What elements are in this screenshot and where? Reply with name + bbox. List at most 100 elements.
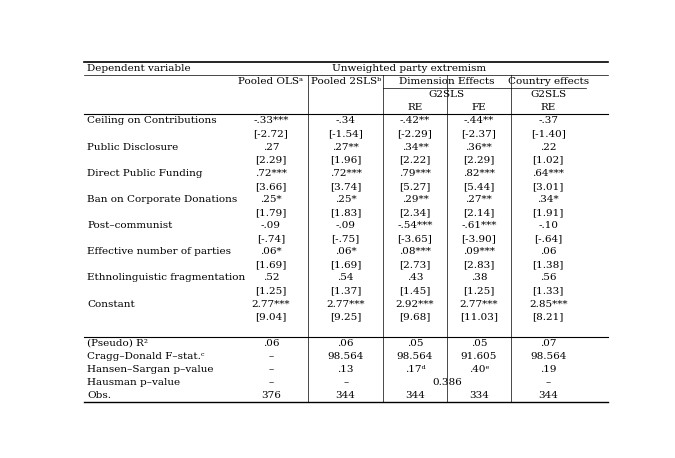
Text: [1.83]: [1.83] — [330, 208, 361, 217]
Text: .36**: .36** — [466, 142, 492, 152]
Text: G2SLS: G2SLS — [530, 90, 566, 99]
Text: .40ᵉ: .40ᵉ — [468, 365, 489, 374]
Text: 98.564: 98.564 — [530, 352, 566, 361]
Text: .72***: .72*** — [330, 169, 362, 178]
Text: .06: .06 — [263, 339, 279, 348]
Text: [5.44]: [5.44] — [463, 182, 495, 191]
Text: Cragg–Donald F–stat.ᶜ: Cragg–Donald F–stat.ᶜ — [87, 352, 205, 361]
Text: -.09: -.09 — [335, 221, 356, 230]
Text: .43: .43 — [407, 273, 423, 283]
Text: -.61***: -.61*** — [461, 221, 497, 230]
Text: 2.85***: 2.85*** — [529, 300, 568, 309]
Text: 98.564: 98.564 — [397, 352, 433, 361]
Text: [9.68]: [9.68] — [400, 313, 431, 322]
Text: 376: 376 — [261, 391, 281, 400]
Text: .08***: .08*** — [399, 247, 431, 256]
Text: [1.69]: [1.69] — [330, 261, 361, 269]
Text: 334: 334 — [469, 391, 489, 400]
Text: RE: RE — [541, 104, 556, 112]
Text: -.37: -.37 — [538, 116, 558, 125]
Text: .52: .52 — [263, 273, 279, 283]
Text: Dependent variable: Dependent variable — [87, 64, 190, 73]
Text: [2.29]: [2.29] — [463, 156, 495, 165]
Text: .56: .56 — [540, 273, 556, 283]
Text: .82***: .82*** — [463, 169, 495, 178]
Text: .17ᵈ: .17ᵈ — [404, 365, 425, 374]
Text: [1.37]: [1.37] — [330, 287, 361, 295]
Text: .27: .27 — [263, 142, 279, 152]
Text: [8.21]: [8.21] — [533, 313, 564, 322]
Text: 91.605: 91.605 — [460, 352, 497, 361]
Text: Dimension Effects: Dimension Effects — [399, 77, 495, 86]
Text: [-3.90]: [-3.90] — [462, 234, 496, 243]
Text: G2SLS: G2SLS — [429, 90, 465, 99]
Text: .34*: .34* — [537, 195, 559, 204]
Text: [2.73]: [2.73] — [400, 261, 431, 269]
Text: Obs.: Obs. — [87, 391, 111, 400]
Text: [1.33]: [1.33] — [533, 287, 564, 295]
Text: –: – — [545, 378, 551, 387]
Text: .05: .05 — [407, 339, 423, 348]
Text: [1.79]: [1.79] — [255, 208, 287, 217]
Text: Hansen–Sargan p–value: Hansen–Sargan p–value — [87, 365, 213, 374]
Text: Public Disclosure: Public Disclosure — [87, 142, 178, 152]
Text: –: – — [268, 352, 273, 361]
Text: Effective number of parties: Effective number of parties — [87, 247, 231, 256]
Text: (Pseudo) R²: (Pseudo) R² — [87, 339, 148, 348]
Text: Post–communist: Post–communist — [87, 221, 172, 230]
Text: 344: 344 — [405, 391, 425, 400]
Text: .07: .07 — [540, 339, 556, 348]
Text: [3.66]: [3.66] — [255, 182, 287, 191]
Text: [-.64]: [-.64] — [534, 234, 562, 243]
Text: [-.75]: [-.75] — [331, 234, 360, 243]
Text: 0.386: 0.386 — [432, 378, 462, 387]
Text: [-1.40]: [-1.40] — [531, 130, 566, 138]
Text: .27**: .27** — [332, 142, 359, 152]
Text: [5.27]: [5.27] — [400, 182, 431, 191]
Text: Unweighted party extremism: Unweighted party extremism — [332, 64, 487, 73]
Text: .09***: .09*** — [463, 247, 495, 256]
Text: Direct Public Funding: Direct Public Funding — [87, 169, 202, 178]
Text: [1.45]: [1.45] — [400, 287, 431, 295]
Text: .05: .05 — [470, 339, 487, 348]
Text: [-2.29]: [-2.29] — [398, 130, 433, 138]
Text: .72***: .72*** — [255, 169, 287, 178]
Text: [-1.54]: [-1.54] — [328, 130, 363, 138]
Text: .25*: .25* — [335, 195, 356, 204]
Text: [-.74]: [-.74] — [256, 234, 285, 243]
Text: [2.83]: [2.83] — [463, 261, 495, 269]
Text: –: – — [268, 378, 273, 387]
Text: [11.03]: [11.03] — [460, 313, 497, 322]
Text: Country effects: Country effects — [508, 77, 589, 86]
Text: Hausman p–value: Hausman p–value — [87, 378, 180, 387]
Text: Pooled 2SLSᵇ: Pooled 2SLSᵇ — [310, 77, 381, 86]
Text: .79***: .79*** — [399, 169, 431, 178]
Text: .34**: .34** — [402, 142, 429, 152]
Text: [-2.37]: [-2.37] — [462, 130, 496, 138]
Text: .64***: .64*** — [532, 169, 564, 178]
Text: .27**: .27** — [466, 195, 492, 204]
Text: .38: .38 — [470, 273, 487, 283]
Text: Ban on Corporate Donations: Ban on Corporate Donations — [87, 195, 237, 204]
Text: -.34: -.34 — [335, 116, 356, 125]
Text: 2.77***: 2.77*** — [327, 300, 365, 309]
Text: -.09: -.09 — [261, 221, 281, 230]
Text: –: – — [268, 365, 273, 374]
Text: [1.38]: [1.38] — [533, 261, 564, 269]
Text: .06*: .06* — [260, 247, 281, 256]
Text: 344: 344 — [538, 391, 558, 400]
Text: [1.96]: [1.96] — [330, 156, 361, 165]
Text: .19: .19 — [540, 365, 556, 374]
Text: 2.77***: 2.77*** — [252, 300, 290, 309]
Text: .13: .13 — [338, 365, 354, 374]
Text: [2.29]: [2.29] — [255, 156, 287, 165]
Text: .06: .06 — [540, 247, 556, 256]
Text: 344: 344 — [335, 391, 356, 400]
Text: [1.69]: [1.69] — [255, 261, 287, 269]
Text: [2.14]: [2.14] — [463, 208, 495, 217]
Text: -.44**: -.44** — [464, 116, 494, 125]
Text: [2.22]: [2.22] — [400, 156, 431, 165]
Text: [1.25]: [1.25] — [463, 287, 495, 295]
Text: .06: .06 — [338, 339, 354, 348]
Text: Pooled OLSᵃ: Pooled OLSᵃ — [238, 77, 304, 86]
